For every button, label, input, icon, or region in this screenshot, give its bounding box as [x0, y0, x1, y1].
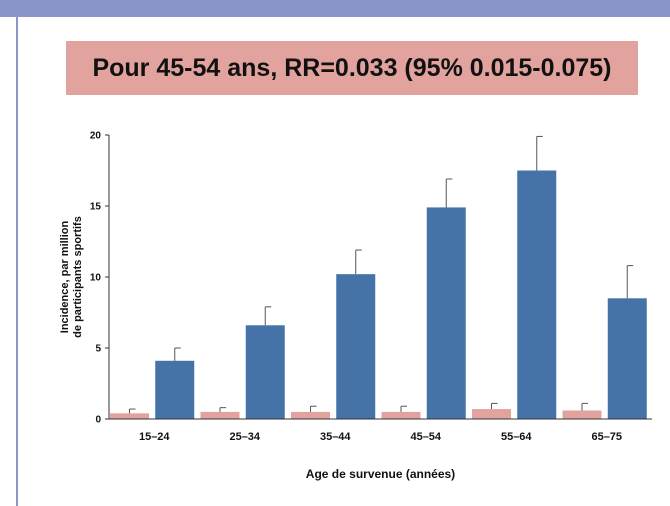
y-tick-label: 0	[95, 415, 101, 426]
x-tick-label: 45–54	[410, 431, 441, 443]
x-tick-label: 35–44	[320, 431, 351, 443]
bar-sport	[426, 207, 466, 419]
x-tick-label: 65–75	[591, 431, 622, 443]
bar-other	[291, 411, 330, 419]
y-tick-label: 15	[90, 202, 102, 213]
bar-sport	[245, 325, 285, 419]
top-title-band	[0, 0, 670, 17]
x-tick-label: 15–24	[139, 431, 170, 443]
y-tick-label: 10	[90, 273, 102, 284]
x-tick-label: 55–64	[501, 431, 532, 443]
bar-sport	[336, 274, 376, 419]
y-tick-label: 20	[90, 131, 102, 142]
bar-other	[381, 411, 421, 419]
bar-other	[200, 411, 240, 419]
headline-box: Pour 45-54 ans, RR=0.033 (95% 0.015-0.07…	[66, 41, 638, 95]
x-tick-labels-layer: 15–24 25–34 35–44 45–54 55–64 65–75	[139, 431, 622, 443]
bar-sport	[155, 360, 195, 419]
bar-other	[562, 410, 602, 419]
bar-sport	[517, 170, 557, 419]
y-tick-label: 5	[95, 344, 101, 355]
y-ticks-layer: 0 5 10 15 20	[90, 131, 109, 426]
bar-sport	[607, 298, 647, 419]
headline-text: Pour 45-54 ans, RR=0.033 (95% 0.015-0.07…	[92, 53, 612, 82]
bar-other	[472, 409, 511, 419]
y-axis-label-line-1: Incidence, par million	[59, 220, 71, 333]
error-bars-layer	[129, 135, 634, 414]
left-rule	[16, 17, 18, 506]
x-tick-label: 25–34	[229, 431, 260, 443]
bars-layer	[110, 170, 647, 419]
y-axis-label-line-2: de participants sportifs	[72, 216, 84, 338]
x-axis-label: Age de survenue (années)	[306, 467, 455, 481]
bar-other	[110, 413, 149, 419]
